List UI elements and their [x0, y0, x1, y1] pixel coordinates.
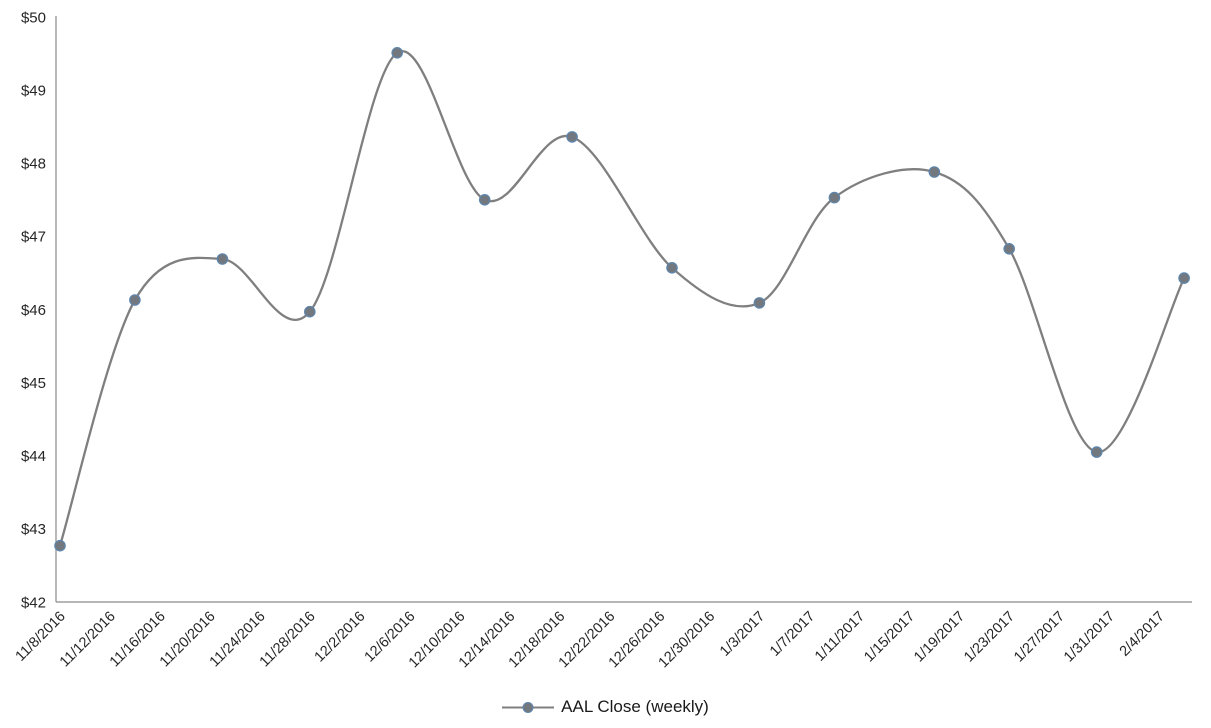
data-point-marker: [666, 261, 678, 274]
data-point-marker: [216, 253, 229, 265]
x-axis-tick-label: 1/11/2017: [812, 609, 868, 665]
legend-line-marker-icon: [502, 701, 555, 713]
data-point-marker: [478, 194, 491, 206]
data-point-marker: [391, 46, 403, 59]
data-point-marker: [1178, 272, 1190, 284]
series-aal-close: [54, 46, 1190, 552]
data-point-marker: [303, 305, 316, 318]
x-axis-tick-label: 2/4/2017: [1117, 609, 1168, 660]
y-axis-tick-label: $45: [21, 375, 46, 392]
y-axis-tick-label: $42: [21, 594, 46, 611]
data-point-marker: [129, 294, 141, 306]
data-point-marker: [1003, 243, 1015, 255]
x-axis-tick-label: 1/27/2017: [1011, 609, 1068, 666]
y-axis-tick-label: $46: [21, 302, 46, 319]
y-axis-tick-label: $47: [21, 229, 46, 246]
y-axis-tick-label: $49: [21, 82, 46, 99]
data-point-marker: [1090, 446, 1103, 458]
x-axis-tick-labels: 11/8/201611/12/201611/16/201611/20/20161…: [13, 609, 1168, 672]
series-line: [58, 50, 1186, 547]
y-axis-tick-label: $43: [21, 521, 46, 538]
legend: AAL Close (weekly): [0, 697, 1211, 717]
data-point-marker: [566, 131, 578, 143]
y-axis-tick-label: $48: [21, 156, 46, 173]
data-point-marker: [54, 539, 66, 552]
x-axis-tick-label: 1/23/2017: [961, 609, 1018, 666]
y-axis-tick-labels: $42 $43 $44 $45 $46 $47 $48 $49 $50: [21, 9, 46, 611]
data-point-marker: [928, 166, 941, 178]
data-point-marker: [828, 191, 841, 204]
x-axis-tick-label: 1/3/2017: [717, 609, 768, 660]
y-axis-tick-label: $50: [21, 9, 46, 26]
axes: [55, 16, 1192, 603]
x-axis-tick-label: 12/2/2016: [312, 609, 369, 666]
y-axis-tick-label: $44: [21, 448, 46, 465]
x-axis-tick-label: 1/15/2017: [861, 609, 918, 666]
x-axis-tick-label: 1/19/2017: [911, 609, 968, 666]
x-axis-tick-label: 1/31/2017: [1061, 609, 1118, 666]
data-point-marker: [753, 297, 766, 309]
legend-label: AAL Close (weekly): [561, 697, 709, 716]
x-axis-tick-label: 1/7/2017: [767, 609, 818, 660]
